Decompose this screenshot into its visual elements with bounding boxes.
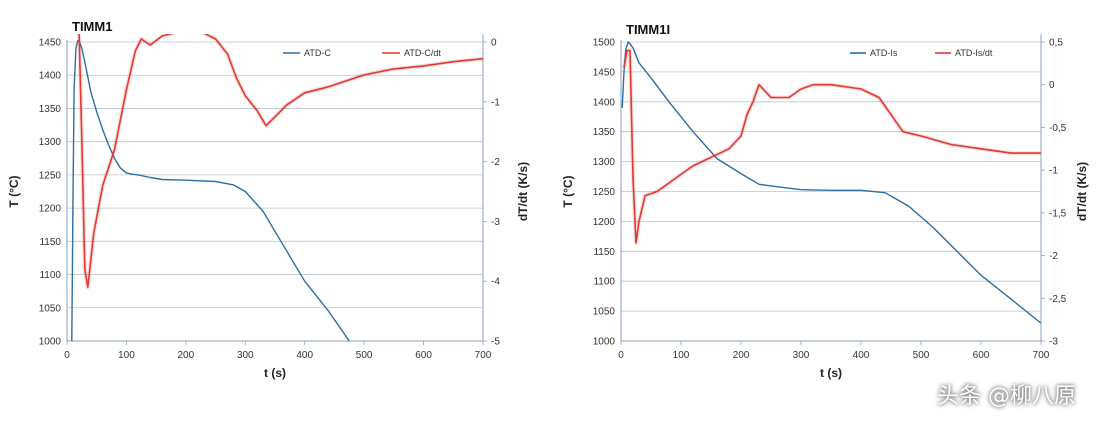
right-y2-tick-label: -0,5 <box>1049 123 1067 134</box>
right-y2-tick-label: -1,5 <box>1049 208 1067 219</box>
right-y-tick-label: 1100 <box>593 277 615 288</box>
right-x-axis-title: t (s) <box>820 366 842 380</box>
left-y2-axis-title: dT/dt (K/s) <box>516 162 530 221</box>
right-x-tick-label: 600 <box>973 350 990 361</box>
left-y-tick-label: 1450 <box>39 38 62 49</box>
left-chart-title: TIMM1 <box>72 19 112 34</box>
left-series-1-line <box>71 40 350 341</box>
left-y2-tick-label: -4 <box>491 277 500 288</box>
left-legend-label-1: ATD-C <box>304 48 331 58</box>
left-x-tick-label: 0 <box>64 350 70 361</box>
right-legend-label-1: ATD-Is <box>870 48 898 58</box>
right-series-2-line <box>623 49 1041 244</box>
left-y2-tick-label: -3 <box>491 217 500 228</box>
right-y-axis-title: T (°C) <box>561 175 575 207</box>
left-y-tick-label: 1400 <box>39 71 62 82</box>
right-series-1-line <box>621 41 1041 324</box>
right-y2-tick-label: 0,5 <box>1049 38 1063 49</box>
right-chart-title: TIMM1I <box>626 22 670 37</box>
right-y2-tick-label: -2,5 <box>1049 294 1067 305</box>
left-x-tick-label: 200 <box>178 350 195 361</box>
right-y2-tick-label: -1 <box>1049 166 1058 177</box>
right-y2-axis-title: dT/dt (K/s) <box>1075 162 1089 221</box>
left-x-tick-label: 500 <box>356 350 373 361</box>
left-x-tick-label: 300 <box>237 350 254 361</box>
left-x-tick-label: 400 <box>296 350 313 361</box>
left-y-axis-title: T (°C) <box>7 175 21 207</box>
chart-panel-right: 1000105011001150120012501300135014001450… <box>561 22 1089 380</box>
left-y-tick-label: 1050 <box>39 303 62 314</box>
chart-panel-left: 1000105011001150120012501300135014001450… <box>7 19 530 380</box>
left-y-tick-label: 1300 <box>39 137 62 148</box>
right-y-tick-label: 1000 <box>593 337 616 348</box>
left-series-2-line <box>78 34 483 288</box>
left-x-tick-label: 600 <box>415 350 432 361</box>
watermark: 头条 @柳八原 <box>937 384 1076 409</box>
left-legend-label-2: ATD-C/dt <box>404 48 441 58</box>
right-x-tick-label: 300 <box>793 350 810 361</box>
left-x-tick-label: 100 <box>118 350 135 361</box>
left-y2-tick-label: -1 <box>491 97 500 108</box>
left-y-tick-label: 1200 <box>39 204 62 215</box>
left-y-tick-label: 1000 <box>39 337 62 348</box>
right-y-tick-label: 1400 <box>593 97 616 108</box>
right-y2-tick-label: 0 <box>1049 80 1055 91</box>
right-y2-tick-label: -3 <box>1049 337 1058 348</box>
right-y-tick-label: 1050 <box>593 307 616 318</box>
right-x-tick-label: 400 <box>853 350 870 361</box>
left-y-tick-label: 1100 <box>39 270 61 281</box>
right-y-tick-label: 1250 <box>593 187 616 198</box>
right-y2-tick-label: -2 <box>1049 251 1058 262</box>
right-y-tick-label: 1300 <box>593 157 616 168</box>
left-y-tick-label: 1250 <box>39 170 62 181</box>
right-y-tick-label: 1500 <box>593 38 616 49</box>
left-y-tick-label: 1350 <box>39 104 62 115</box>
left-y2-tick-label: 0 <box>491 38 497 49</box>
left-y2-tick-label: -5 <box>491 337 500 348</box>
right-x-tick-label: 500 <box>913 350 930 361</box>
right-y-tick-label: 1150 <box>593 247 615 258</box>
right-x-tick-label: 200 <box>733 350 750 361</box>
right-y-tick-label: 1450 <box>593 67 616 78</box>
right-y-tick-label: 1200 <box>593 217 616 228</box>
right-x-tick-label: 100 <box>673 350 690 361</box>
left-x-axis-title: t (s) <box>264 366 286 380</box>
left-y2-tick-label: -2 <box>491 157 500 168</box>
left-x-tick-label: 700 <box>475 350 492 361</box>
right-legend-label-2: ATD-Is/dt <box>955 48 993 58</box>
right-series-glow-2 <box>622 48 1041 245</box>
right-y-tick-label: 1350 <box>593 127 616 138</box>
left-y-tick-label: 1150 <box>39 237 61 248</box>
right-x-tick-label: 700 <box>1033 350 1050 361</box>
right-x-tick-label: 0 <box>618 350 624 361</box>
